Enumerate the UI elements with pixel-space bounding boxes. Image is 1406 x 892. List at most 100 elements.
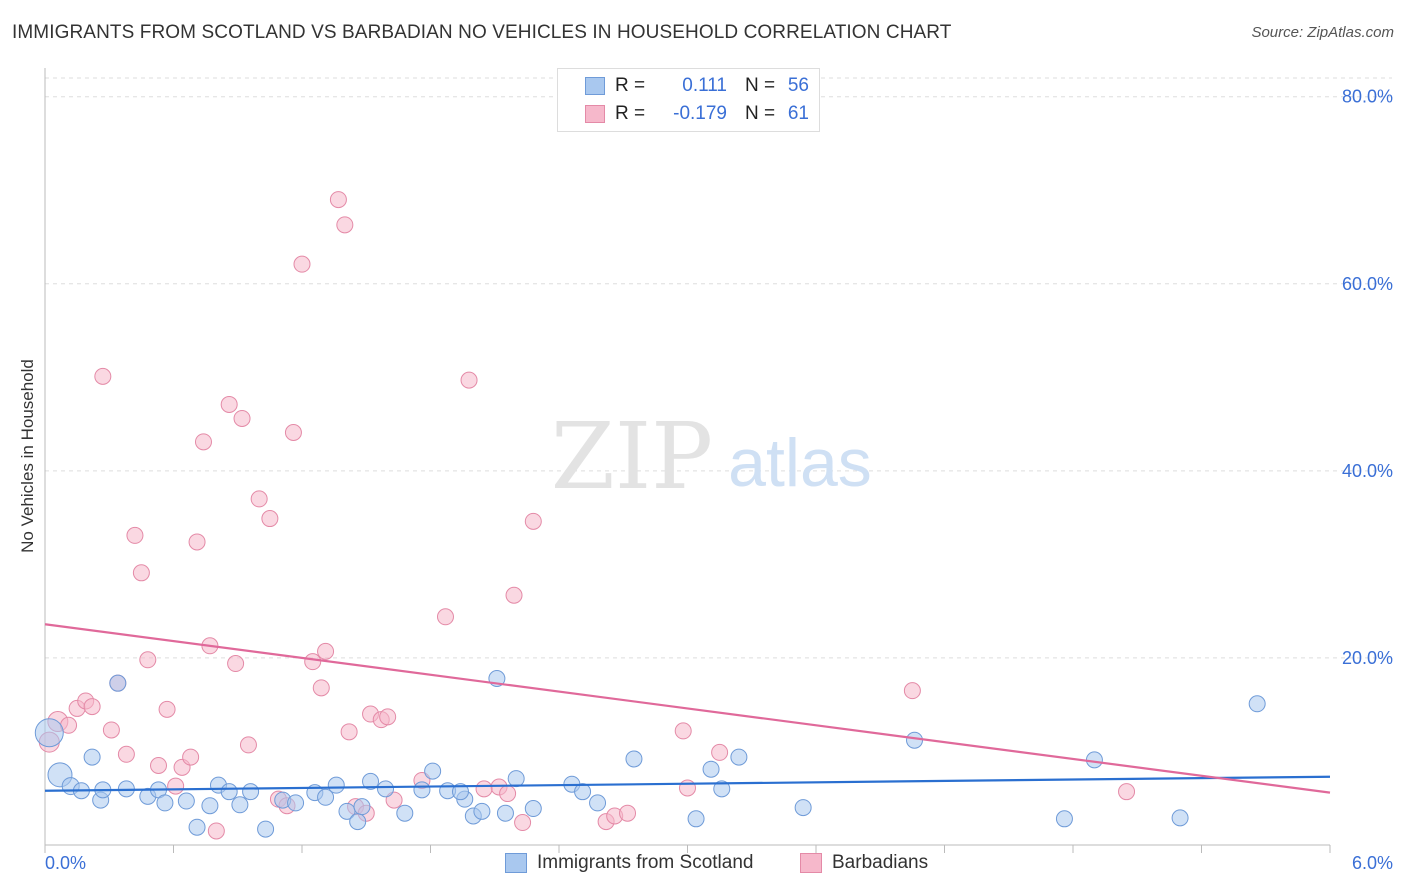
legend-item-scotland[interactable]: Immigrants from Scotland <box>505 852 753 874</box>
y-tick-label: 80.0% <box>1342 87 1393 107</box>
legend-label-barbadians: Barbadians <box>832 852 929 873</box>
scotland-point <box>257 820 275 838</box>
gridlines <box>45 77 1392 659</box>
barbadians-point <box>150 756 168 774</box>
barbadians-point <box>304 653 322 671</box>
chart-title: IMMIGRANTS FROM SCOTLAND VS BARBADIAN NO… <box>12 22 952 43</box>
barbadians-point <box>83 698 101 716</box>
y-tick-label: 20.0% <box>1342 648 1393 668</box>
barbadians-point <box>679 779 696 797</box>
barbadians-point <box>220 395 238 413</box>
barbadians-point <box>505 586 523 604</box>
y-tick-label: 60.0% <box>1342 274 1393 294</box>
barbadians-point <box>233 409 251 427</box>
scotland-point <box>507 770 525 788</box>
scotland-point <box>231 796 249 814</box>
barbadians-point <box>619 804 637 822</box>
barbadians-trend-line <box>44 623 1331 794</box>
y-tick-label: 40.0% <box>1342 461 1393 481</box>
barbadians-point <box>207 822 225 840</box>
barbadians-point <box>903 682 921 700</box>
scotland-point <box>451 783 469 801</box>
barbadians-point <box>117 745 135 763</box>
scotland-point <box>473 802 491 820</box>
barbadians-point <box>182 748 200 766</box>
barbadians-point <box>499 785 517 803</box>
n-label: N = <box>745 103 776 124</box>
n-value: 56 <box>787 75 809 96</box>
barbadians-point <box>188 533 206 551</box>
r-label: R = <box>615 103 646 124</box>
axes <box>44 68 1331 853</box>
scotland-point <box>362 772 380 790</box>
scotland-point <box>34 718 64 748</box>
tick-labels: 20.0% 40.0% 60.0% 80.0% 0.0% 6.0% <box>45 87 1393 873</box>
barbadians-point <box>385 791 403 809</box>
barbadians-point <box>250 490 268 508</box>
scotland-points <box>34 670 1266 838</box>
scotland-point <box>317 788 335 806</box>
x-tick-label: 6.0% <box>1352 853 1393 873</box>
scotland-point <box>687 810 705 828</box>
barbadians-point <box>158 700 176 718</box>
x-tick-label: 0.0% <box>45 853 86 873</box>
barbadians-point <box>312 679 330 697</box>
barbadians-point <box>261 510 279 528</box>
trend-lines <box>44 623 1331 794</box>
barbadians-point <box>379 708 397 726</box>
barbadians-point <box>1118 783 1136 801</box>
watermark: ZIP atlas <box>551 403 872 510</box>
scotland-point <box>201 797 219 815</box>
barbadians-point <box>94 367 112 385</box>
scotland-trend-line <box>44 775 1331 792</box>
scotland-point <box>906 731 924 749</box>
y-axis-title: No Vehicles in Household <box>18 359 37 553</box>
scotland-point <box>702 760 720 778</box>
stats-row-scotland: R = 0.111 N = 56 <box>558 72 809 100</box>
swatch-barbadians <box>800 853 822 873</box>
swatch-scotland <box>505 853 527 873</box>
barbadians-point <box>514 814 532 832</box>
n-label: N = <box>745 75 776 96</box>
scotland-point <box>413 781 431 799</box>
scotland-point <box>353 798 371 816</box>
r-label: R = <box>615 75 646 96</box>
swatch-barbadians <box>585 105 605 123</box>
watermark-atlas: atlas <box>728 425 872 501</box>
r-value: 0.111 <box>682 75 727 96</box>
scotland-point <box>625 750 643 768</box>
swatch-scotland <box>585 77 605 95</box>
scotland-point <box>713 780 731 798</box>
scotland-point <box>109 674 127 692</box>
scotland-point <box>242 783 260 801</box>
barbadians-point <box>284 424 302 442</box>
barbadians-point <box>336 216 354 234</box>
barbadians-point <box>167 777 185 795</box>
scotland-point <box>327 776 345 794</box>
r-value: -0.179 <box>673 103 727 124</box>
scotland-point <box>377 780 395 798</box>
barbadians-point <box>329 191 347 209</box>
scotland-point <box>496 804 514 822</box>
barbadians-point <box>674 722 692 740</box>
barbadians-point <box>239 736 257 754</box>
n-value: 61 <box>787 103 809 124</box>
scotland-point <box>794 799 812 817</box>
scotland-point <box>1055 810 1073 828</box>
scotland-point <box>1248 695 1266 713</box>
watermark-zip: ZIP <box>551 403 713 510</box>
scotland-point <box>1085 751 1103 769</box>
stats-legend: R = 0.111 N = 56 R = -0.179 N = 61 <box>557 68 820 132</box>
scotland-point <box>424 762 442 780</box>
barbadians-points <box>38 191 1136 840</box>
barbadians-point <box>460 371 478 389</box>
scotland-point <box>349 813 367 831</box>
barbadians-point <box>436 608 454 626</box>
scotland-point <box>83 748 101 766</box>
scotland-point <box>287 794 305 812</box>
barbadians-point <box>524 512 542 530</box>
series-legend: Immigrants from Scotland Barbadians <box>0 852 1406 878</box>
barbadians-point <box>132 564 150 582</box>
legend-item-barbadians[interactable]: Barbadians <box>800 852 928 874</box>
